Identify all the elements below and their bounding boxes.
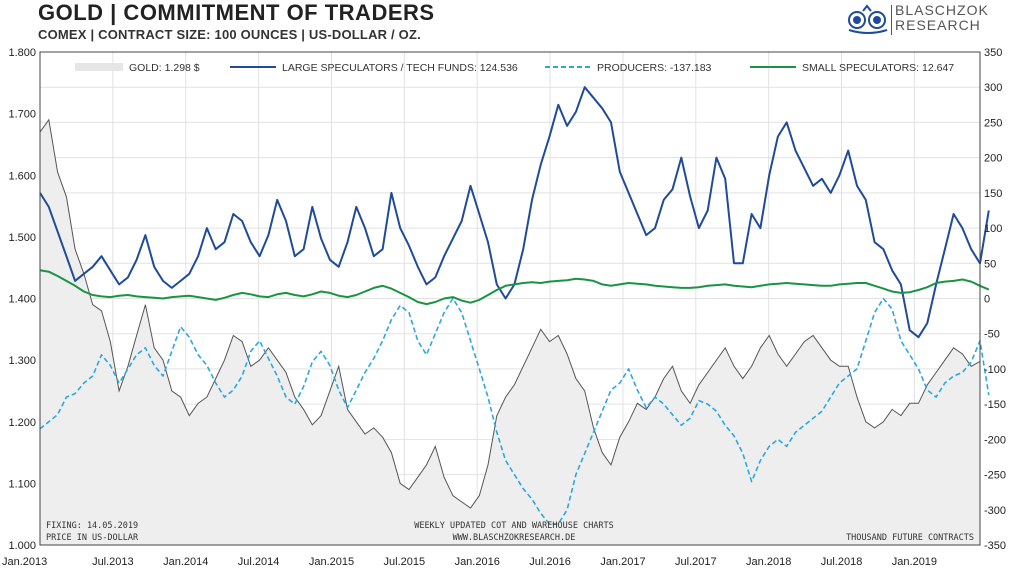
y-right-tick-label: -200	[984, 434, 1006, 446]
y-left-tick-label: 1.200	[8, 417, 36, 429]
y-right-tick-label: 100	[984, 223, 1002, 235]
y-right-tick-label: -100	[984, 364, 1006, 376]
blaschzok-logo: BLASCHZOK RESEARCH	[846, 3, 1021, 37]
y-left-tick-label: 1.600	[8, 170, 36, 182]
x-tick-label: Jul.2017	[675, 556, 717, 568]
y-right-tick-label: -350	[984, 540, 1006, 552]
y-right-tick-label: -50	[984, 329, 1000, 341]
producers-line	[39, 297, 990, 525]
y-right-tick-label: 250	[984, 117, 1002, 129]
x-tick-label: Jan.2015	[309, 556, 354, 568]
gold-price-line	[39, 118, 981, 509]
footnote-fixing: FIXING: 14.05.2019	[46, 521, 138, 531]
y-left-tick-label: 1.400	[8, 294, 36, 306]
logo-line-1: BLASCHZOK	[895, 2, 989, 18]
logo-text: BLASCHZOK RESEARCH	[895, 3, 989, 33]
y-right-tick-label: -250	[984, 470, 1006, 482]
x-tick-label: Jan.2014	[163, 556, 208, 568]
y-right-tick-label: 0	[984, 294, 990, 306]
x-tick-label: Jul.2013	[92, 556, 134, 568]
legend-label: LARGE SPECULATORS / TECH FUNDS: 124.536	[282, 62, 518, 74]
chart-title: GOLD | COMMITMENT OF TRADERS	[38, 0, 435, 25]
legend-label: SMALL SPECULATORS: 12.647	[802, 62, 954, 74]
x-tick-label: Jan.2013	[2, 556, 47, 568]
y-right-tick-label: 200	[984, 153, 1002, 165]
y-right-tick-label: 350	[984, 47, 1002, 59]
y-right-tick-label: -150	[984, 399, 1006, 411]
y-right-tick-label: 150	[984, 188, 1002, 200]
owl-logo-icon	[848, 4, 888, 34]
x-tick-label: Jan.2018	[746, 556, 791, 568]
logo-divider	[891, 5, 892, 35]
y-right-tick-label: -300	[984, 505, 1006, 517]
y-left-tick-label: 1.300	[8, 355, 36, 367]
x-tick-label: Jul.2018	[821, 556, 863, 568]
y-left-tick-label: 1.700	[8, 109, 36, 121]
legend-label: GOLD: 1.298 $	[129, 62, 200, 74]
chart-subtitle: COMEX | CONTRACT SIZE: 100 OUNCES | US-D…	[38, 27, 421, 42]
logo-line-2: RESEARCH	[895, 17, 981, 33]
footnote-website: WWW.BLASCHZOKRESEARCH.DE	[453, 533, 576, 543]
y-left-tick-label: 1.500	[8, 232, 36, 244]
x-tick-label: Jan.2019	[892, 556, 937, 568]
footnote-thousand-contracts: THOUSAND FUTURE CONTRACTS	[846, 533, 974, 543]
y-right-tick-label: 50	[984, 258, 996, 270]
legend-label: PRODUCERS: -137.183	[597, 62, 712, 74]
y-left-tick-label: 1.000	[8, 540, 36, 552]
footnote-weekly: WEEKLY UPDATED COT AND WAREHOUSE CHARTS	[414, 521, 614, 531]
y-left-tick-label: 1.100	[8, 478, 36, 490]
x-tick-label: Jan.2016	[455, 556, 500, 568]
y-right-tick-label: 300	[984, 82, 1002, 94]
gold-price-area	[40, 119, 980, 546]
x-tick-label: Jan.2017	[600, 556, 645, 568]
x-tick-label: Jul.2014	[238, 556, 280, 568]
y-left-tick-label: 1.800	[8, 47, 36, 59]
x-tick-label: Jul.2016	[529, 556, 571, 568]
footnote-price-unit: PRICE IN US-DOLLAR	[46, 533, 139, 543]
plot-border	[39, 51, 981, 546]
x-tick-label: Jul.2015	[384, 556, 426, 568]
legend-swatch-gold	[75, 63, 123, 71]
small-speculators-line	[39, 269, 990, 306]
